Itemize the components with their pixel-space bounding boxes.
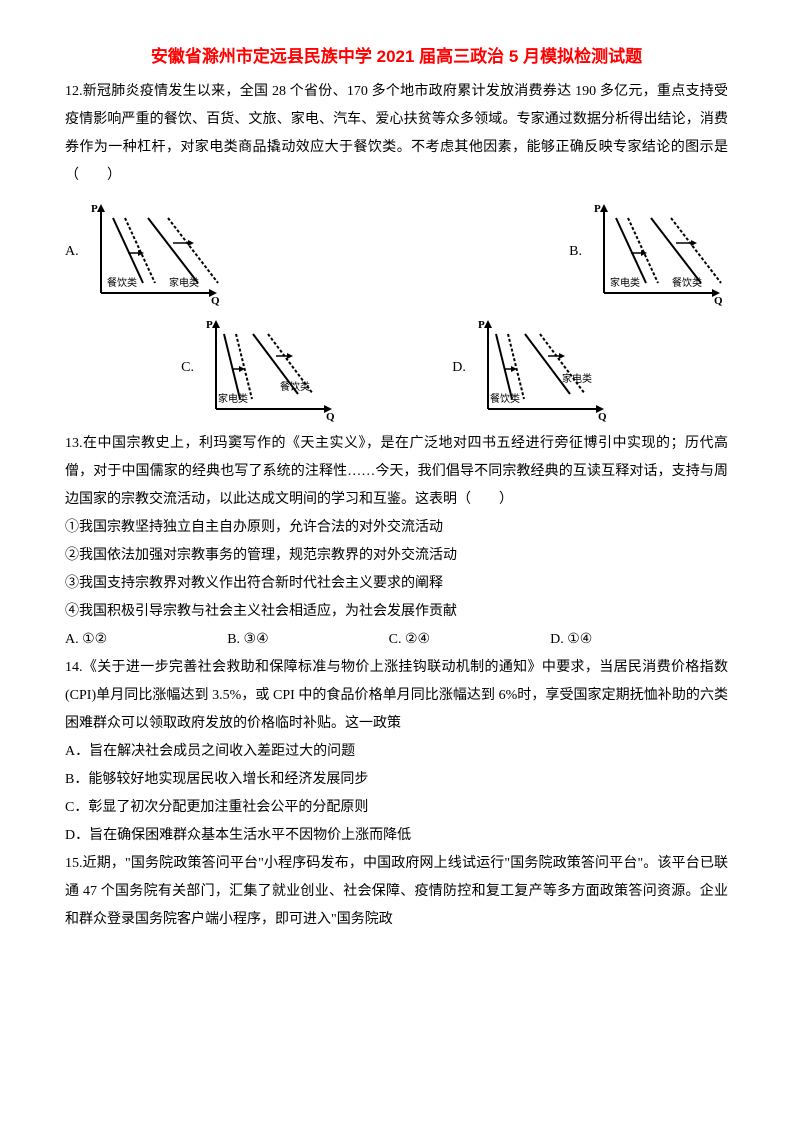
q14-body: 《关于进一步完善社会救助和保障标准与物价上涨挂钩联动机制的通知》中要求，当居民消…: [65, 660, 728, 731]
q14-number: 14.: [65, 660, 83, 675]
svg-text:餐饮类: 餐饮类: [490, 392, 520, 405]
svg-text:Q: Q: [714, 295, 723, 306]
svg-text:P: P: [91, 203, 98, 215]
q15-body: 近期，"国务院政策答问平台"小程序码发布，中国政府网上线试运行"国务院政策答问平…: [65, 856, 728, 927]
svg-text:P: P: [478, 319, 485, 331]
q12-option-c-group: C. P Q 家电类 餐饮类: [181, 314, 340, 422]
q13-s3: ③我国支持宗教界对教义作出符合新时代社会主义要求的阐释: [65, 570, 728, 598]
q12-option-a-label: A.: [65, 238, 79, 266]
q12-chart-a: P Q 餐饮类 家电类: [83, 198, 225, 306]
svg-text:Q: Q: [211, 295, 220, 306]
q15-number: 15.: [65, 856, 83, 871]
q14-opt-c: C．彰显了初次分配更加注重社会公平的分配原则: [65, 794, 728, 822]
svg-text:P: P: [594, 203, 601, 215]
q12-text: 12.新冠肺炎疫情发生以来，全国 28 个省份、170 多个地市政府累计发放消费…: [65, 78, 728, 190]
q13-s1: ①我国宗教坚持独立自主自办原则，允许合法的对外交流活动: [65, 514, 728, 542]
q12-option-d-group: D. P Q 餐饮类 家电类: [452, 314, 612, 422]
svg-text:Q: Q: [598, 411, 607, 422]
q12-option-b-group: B. P Q 家电类 餐饮类: [569, 198, 728, 306]
q14-opt-a: A．旨在解决社会成员之间收入差距过大的问题: [65, 738, 728, 766]
q14-opt-d: D．旨在确保困难群众基本生活水平不因物价上涨而降低: [65, 822, 728, 850]
q13-s4: ④我国积极引导宗教与社会主义社会相适应，为社会发展作贡献: [65, 598, 728, 626]
svg-text:家电类: 家电类: [610, 276, 640, 289]
q12-chart-d: P Q 餐饮类 家电类: [470, 314, 612, 422]
q14-opt-b: B．能够较好地实现居民收入增长和经济发展同步: [65, 766, 728, 794]
q13-number: 13.: [65, 436, 83, 451]
svg-text:家电类: 家电类: [169, 276, 199, 289]
q13-opt-b: B. ③④: [227, 626, 268, 654]
q13-options: A. ①② B. ③④ C. ②④ D. ①④: [65, 626, 728, 654]
svg-text:Q: Q: [326, 411, 335, 422]
q12-option-c-label: C.: [181, 354, 194, 382]
q12-number: 12.: [65, 84, 83, 99]
q12-chart-c: P Q 家电类 餐饮类: [198, 314, 340, 422]
q14-text: 14.《关于进一步完善社会救助和保障标准与物价上涨挂钩联动机制的通知》中要求，当…: [65, 654, 728, 738]
q15-text: 15.近期，"国务院政策答问平台"小程序码发布，中国政府网上线试运行"国务院政策…: [65, 850, 728, 934]
q12-option-d-label: D.: [452, 354, 466, 382]
svg-text:P: P: [206, 319, 213, 331]
q13-text: 13.在中国宗教史上，利玛窦写作的《天主实义》，是在广泛地对四书五经进行旁征博引…: [65, 430, 728, 514]
q13-body: 在中国宗教史上，利玛窦写作的《天主实义》，是在广泛地对四书五经进行旁征博引中实现…: [65, 436, 728, 507]
svg-text:家电类: 家电类: [562, 372, 592, 385]
q12-chart-b: P Q 家电类 餐饮类: [586, 198, 728, 306]
q12-row2: C. P Q 家电类 餐饮类 D. P Q: [65, 314, 728, 422]
q12-option-b-label: B.: [569, 238, 582, 266]
q12-row1: A. P Q 餐饮类 家电类 B. P Q: [65, 198, 728, 306]
q13-s2: ②我国依法加强对宗教事务的管理，规范宗教界的对外交流活动: [65, 542, 728, 570]
svg-text:餐饮类: 餐饮类: [672, 276, 702, 289]
q12-option-a-group: A. P Q 餐饮类 家电类: [65, 198, 225, 306]
q13-opt-c: C. ②④: [389, 626, 430, 654]
svg-text:家电类: 家电类: [218, 392, 248, 405]
svg-text:餐饮类: 餐饮类: [280, 380, 310, 393]
exam-title: 安徽省滁州市定远县民族中学 2021 届高三政治 5 月模拟检测试题: [65, 40, 728, 74]
svg-text:餐饮类: 餐饮类: [107, 276, 137, 289]
q13-opt-d: D. ①④: [550, 626, 592, 654]
q13-opt-a: A. ①②: [65, 626, 107, 654]
q12-body: 新冠肺炎疫情发生以来，全国 28 个省份、170 多个地市政府累计发放消费券达 …: [65, 84, 728, 183]
